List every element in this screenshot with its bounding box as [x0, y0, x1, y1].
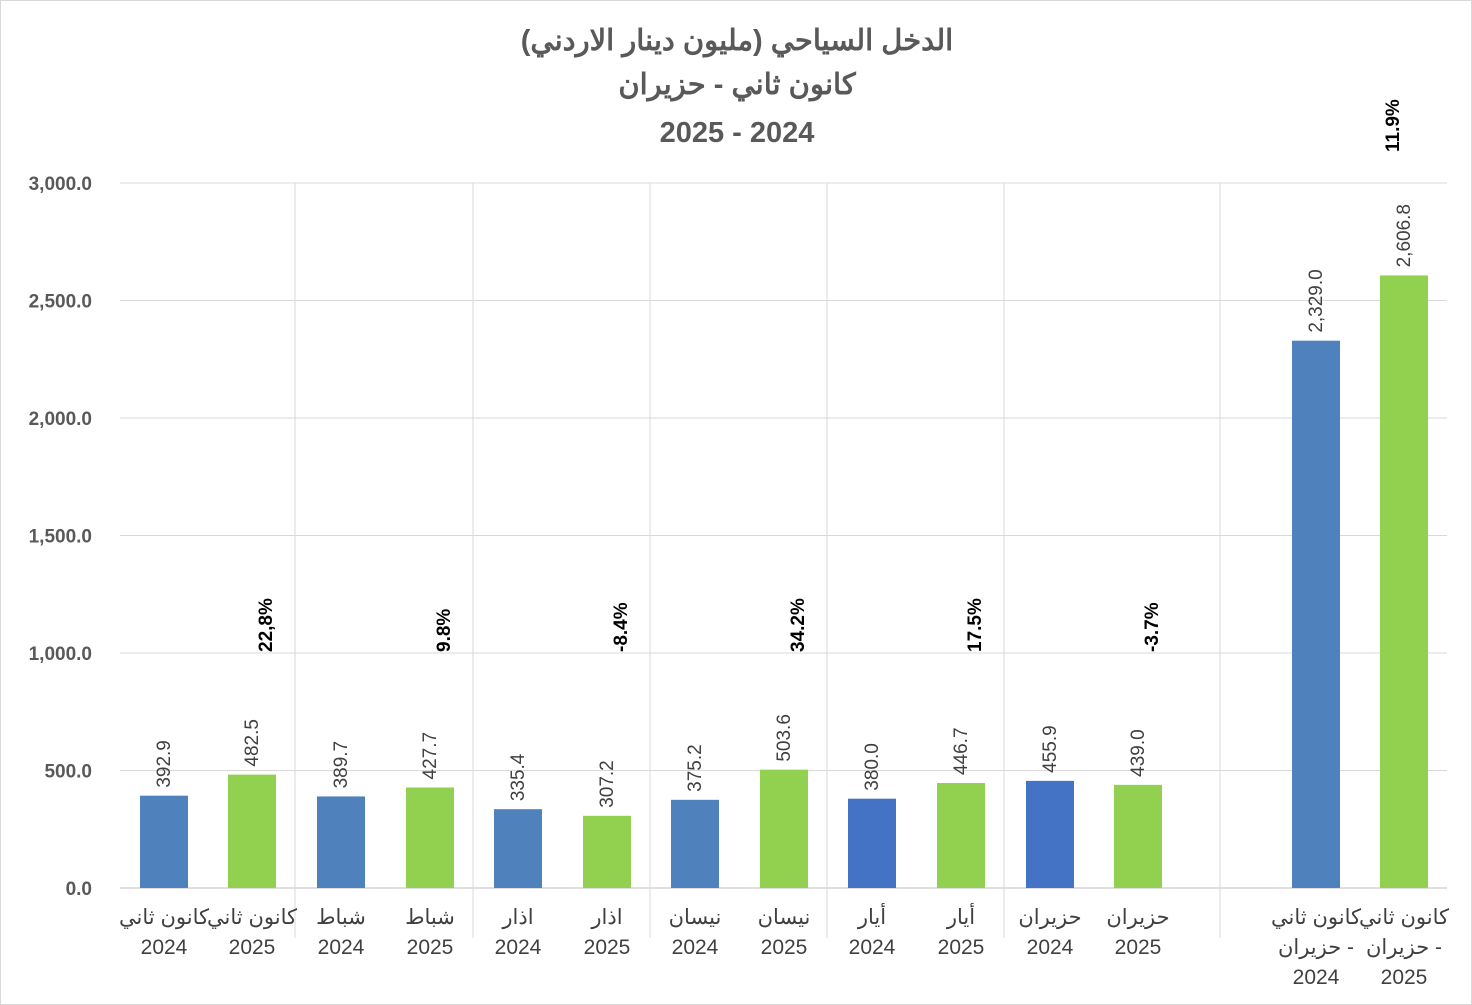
- x-tick-label: شباط: [405, 906, 455, 929]
- x-tick-label: 2025: [761, 936, 808, 959]
- labels: 0.0 500.0 1,000.0 1,500.0 2,000.0 2,500.0 3,00…: [29, 99, 1449, 989]
- chart-title: الدخل السياحي (مليون دينار الاردني) كانو…: [521, 25, 954, 149]
- value-label: 375.2: [685, 744, 706, 792]
- bar: [406, 787, 454, 888]
- growth-percent-label: -3.7%: [1142, 602, 1163, 652]
- x-tick-label: 2024: [495, 936, 542, 959]
- gridlines: [120, 182, 1447, 938]
- bar: [1114, 784, 1162, 888]
- value-label: 380.0: [862, 743, 883, 791]
- value-label: 392.9: [154, 740, 175, 788]
- bar: [1026, 780, 1074, 888]
- bar: [1380, 275, 1428, 889]
- x-tick-label: اذار: [501, 906, 533, 930]
- x-tick-label: اذار: [590, 906, 622, 930]
- value-label: 503.6: [774, 714, 795, 762]
- value-label: 335.4: [508, 753, 529, 801]
- x-tick-label: حزيران: [1106, 906, 1169, 930]
- value-label: 439.0: [1128, 729, 1149, 777]
- value-label: 307.2: [597, 760, 618, 808]
- x-tick-label: كانون ثاني: [119, 906, 209, 930]
- x-tick-label: 2025: [407, 936, 454, 959]
- growth-percent-label: 34.2%: [788, 598, 809, 652]
- x-tick-label: كانون ثاني: [1359, 906, 1449, 930]
- x-tick-label: 2024: [1027, 936, 1074, 959]
- bar: [228, 774, 276, 888]
- value-label: 446.7: [951, 727, 972, 775]
- bar: [937, 783, 985, 888]
- x-tick-label: 2024: [849, 936, 896, 959]
- x-tick-label: 2025: [1381, 966, 1428, 989]
- growth-percent-label: 22,8%: [256, 598, 277, 652]
- bar: [583, 815, 631, 888]
- growth-percent-label: -8.4%: [611, 602, 632, 652]
- bar: [494, 809, 542, 888]
- x-tick-label: - حزيران: [1366, 936, 1442, 960]
- value-label: 482.5: [242, 719, 263, 767]
- x-tick-label: حزيران: [1018, 906, 1081, 930]
- x-tick-label: كانون ثاني: [1271, 906, 1361, 930]
- x-tick-label: - حزيران: [1278, 936, 1354, 960]
- value-label: 427.7: [420, 732, 441, 780]
- x-tick-label: أيار: [946, 902, 975, 930]
- bar: [140, 795, 188, 888]
- growth-percent-label: 9.8%: [434, 609, 455, 652]
- y-tick-label: 0.0: [66, 879, 92, 900]
- x-tick-label: 2025: [1115, 936, 1162, 959]
- y-tick-label: 2,500.0: [29, 292, 92, 313]
- y-tick-label: 3,000.0: [29, 174, 92, 195]
- bar: [1292, 340, 1340, 888]
- x-tick-label: نيسان: [758, 906, 811, 929]
- y-tick-label: 1,500.0: [29, 527, 92, 548]
- x-tick-label: 2025: [584, 936, 631, 959]
- x-tick-label: شباط: [316, 906, 366, 929]
- value-label: 2,606.8: [1394, 204, 1415, 267]
- x-tick-label: 2024: [141, 936, 188, 959]
- growth-percent-label: 17.5%: [965, 598, 986, 652]
- x-tick-label: 2024: [672, 936, 719, 959]
- title-line-2: كانون ثاني - حزيران: [618, 69, 857, 102]
- x-tick-label: كانون ثاني: [207, 906, 297, 930]
- title-line-1: الدخل السياحي (مليون دينار الاردني): [521, 25, 954, 58]
- y-tick-label: 500.0: [44, 762, 92, 783]
- bar: [671, 799, 719, 888]
- x-tick-label: 2024: [1293, 966, 1340, 989]
- x-tick-label: 2025: [229, 936, 276, 959]
- x-tick-label: 2024: [318, 936, 365, 959]
- bars: [140, 275, 1428, 889]
- bar: [848, 798, 896, 888]
- value-label: 389.7: [331, 741, 352, 789]
- bar: [317, 796, 365, 888]
- bar: [760, 769, 808, 888]
- x-tick-label: أيار: [857, 902, 886, 930]
- title-line-3: 2025 - 2024: [660, 117, 815, 149]
- x-tick-label: 2025: [938, 936, 985, 959]
- x-tick-label: نيسان: [669, 906, 722, 929]
- value-label: 2,329.0: [1306, 269, 1327, 332]
- growth-percent-label: 11.9%: [1383, 99, 1404, 152]
- y-tick-label: 1,000.0: [29, 644, 92, 665]
- value-label: 455.9: [1040, 725, 1061, 773]
- y-tick-label: 2,000.0: [29, 409, 92, 430]
